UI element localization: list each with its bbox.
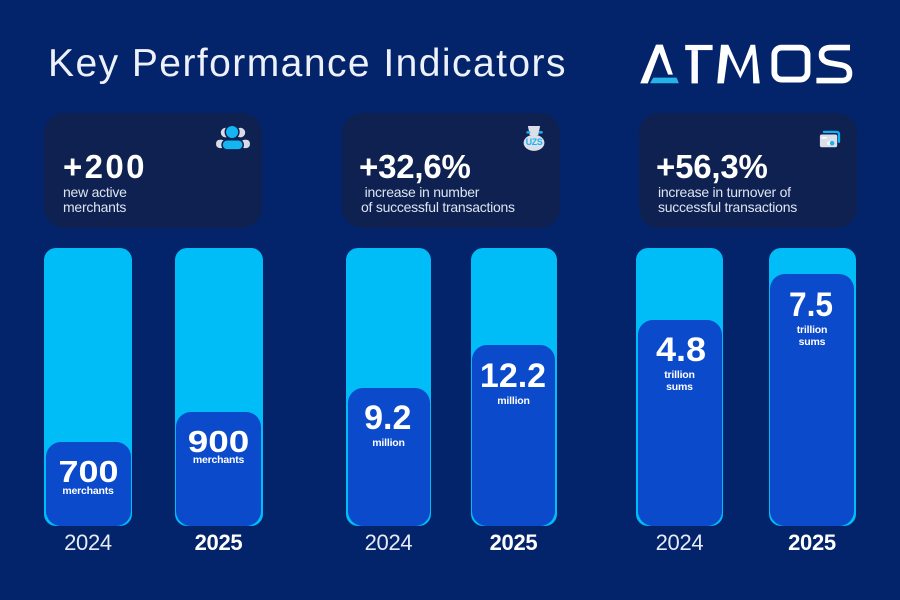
svg-text:UZS: UZS bbox=[526, 137, 543, 147]
